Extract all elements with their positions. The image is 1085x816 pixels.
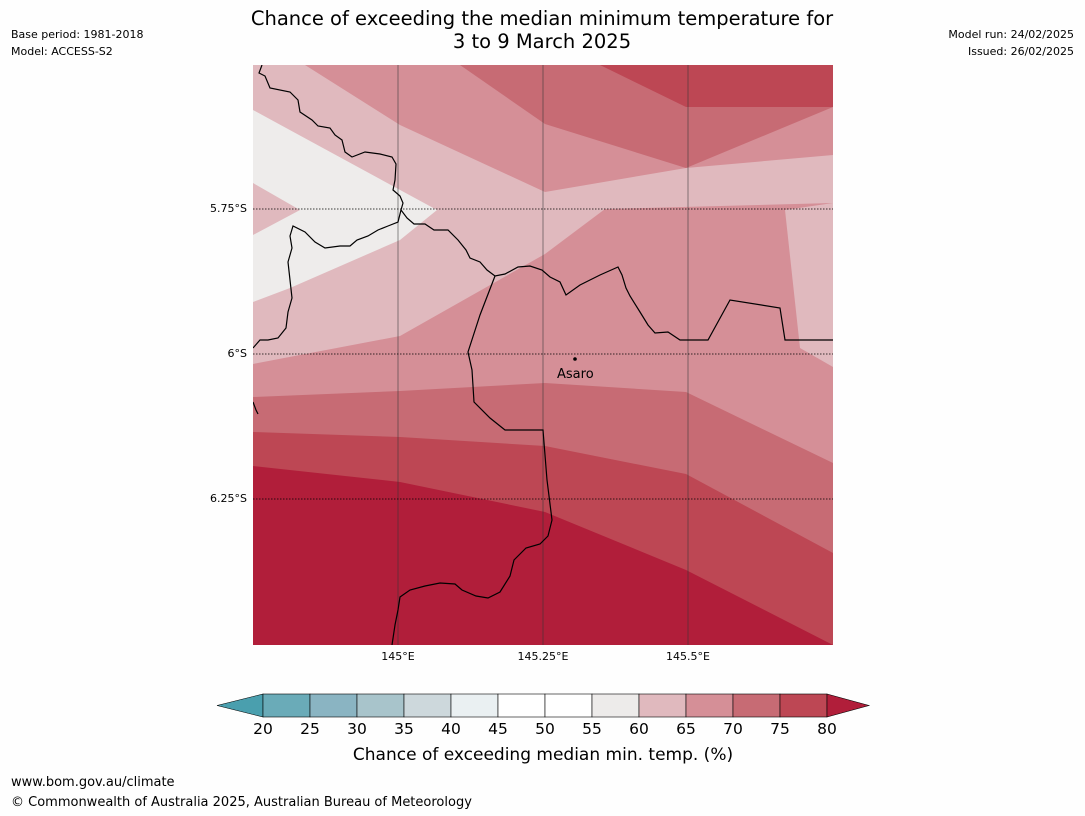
lat-label-6s: 6°S [227, 347, 247, 360]
metadata-right: Model run: 24/02/2025 Issued: 26/02/2025 [948, 26, 1074, 60]
province-boundary-fragment [253, 401, 259, 415]
colorbar-tick-label: 65 [676, 720, 696, 738]
colorbar-tick-label: 35 [394, 720, 414, 738]
footer-copyright: © Commonwealth of Australia 2025, Austra… [11, 795, 472, 810]
colorbar-tick-label: 25 [300, 720, 320, 738]
issued-text: Issued: 26/02/2025 [967, 45, 1074, 58]
lat-label-5-75s: 5.75°S [210, 202, 247, 215]
colorbar-label: Chance of exceeding median min. temp. (%… [352, 745, 734, 765]
colorbar-over-arrow [826, 693, 871, 718]
colorbar-tick-label: 70 [723, 720, 743, 738]
probability-contours [253, 65, 833, 645]
contour-band-75-80-upper [600, 65, 833, 107]
lat-label-6-25s: 6.25°S [210, 492, 247, 505]
lon-label-145-5e: 145.5°E [666, 650, 710, 663]
contour-band-55-60 [253, 110, 437, 302]
province-boundary-north [258, 65, 833, 341]
colorbar-swatch [779, 693, 828, 718]
footer-url[interactable]: www.bom.gov.au/climate [11, 775, 175, 790]
colorbar-tick-label: 80 [817, 720, 837, 738]
metadata-left: Base period: 1981-2018 Model: ACCESS-S2 [11, 26, 143, 60]
colorbar-tick-label: 30 [347, 720, 367, 738]
model-run-text: Model run: 24/02/2025 [948, 28, 1074, 41]
colorbar-swatch [450, 693, 499, 718]
model-text: Model: ACCESS-S2 [11, 45, 113, 58]
colorbar-tick-label: 20 [253, 720, 273, 738]
asaro-label: Asaro [557, 367, 594, 382]
province-boundary-central [391, 275, 553, 645]
colorbar-swatch [309, 693, 358, 718]
asaro-marker [573, 357, 577, 361]
colorbar-swatch [262, 693, 311, 718]
colorbar-tick-label: 75 [770, 720, 790, 738]
province-boundary-west [253, 209, 402, 349]
map-title: Chance of exceeding the median minimum t… [192, 7, 892, 53]
colorbar-swatch [685, 693, 734, 718]
title-line-1: Chance of exceeding the median minimum t… [250, 7, 834, 30]
contour-band-60-65-east [785, 203, 833, 367]
title-line-2: 3 to 9 March 2025 [452, 30, 632, 53]
colorbar-swatch [544, 693, 593, 718]
colorbar-swatch [591, 693, 640, 718]
lon-label-145-25e: 145.25°E [517, 650, 569, 663]
colorbar-swatch [732, 693, 781, 718]
colorbar-under-arrow [216, 693, 264, 718]
colorbar-tick-label: 40 [441, 720, 461, 738]
colorbar-tick-label: 60 [629, 720, 649, 738]
colorbar-swatch [638, 693, 687, 718]
colorbar-tick-label: 50 [535, 720, 555, 738]
colorbar-swatch [356, 693, 405, 718]
colorbar-tick-label: 55 [582, 720, 602, 738]
base-period-text: Base period: 1981-2018 [11, 28, 144, 41]
colorbar-swatch [403, 693, 452, 718]
colorbar-tick-label: 45 [488, 720, 508, 738]
lon-label-145e: 145°E [381, 650, 415, 663]
colorbar-swatch [497, 693, 546, 718]
